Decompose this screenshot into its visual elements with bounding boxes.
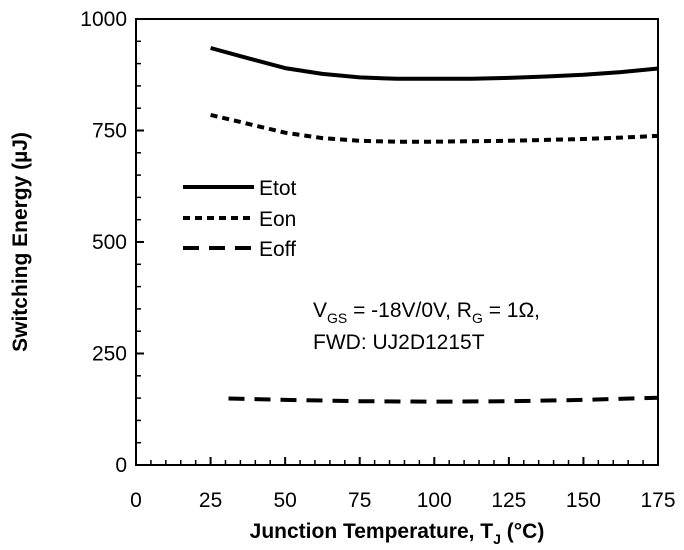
- y-tick-label: 1000: [80, 8, 127, 31]
- plot-frame: [135, 18, 659, 466]
- x-axis-title: Junction Temperature, TJ (°C): [250, 520, 545, 547]
- y-tick-label: 500: [92, 231, 127, 254]
- y-tick-label: 750: [92, 120, 127, 143]
- annotation-line-1: VGS = -18V/0V, RG = 1Ω,: [313, 299, 540, 326]
- legend-label-eon: Eon: [259, 208, 296, 231]
- x-tick-label: 0: [130, 489, 142, 512]
- series-line-eoff: [228, 395, 659, 404]
- legend: Etot Eon Eoff: [183, 177, 297, 261]
- x-tick-label: 125: [491, 489, 526, 512]
- x-tick-label: 50: [273, 489, 296, 512]
- y-axis-title: Switching Energy (µJ): [9, 132, 32, 352]
- annotation-line-2: FWD: UJ2D1215T: [313, 331, 485, 354]
- y-axis-ticks: 0 250 500 750 1000: [80, 8, 144, 477]
- series-layer: [210, 46, 659, 404]
- series-line-etot: [210, 46, 659, 81]
- x-tick-label: 175: [640, 489, 675, 512]
- x-tick-label: 150: [566, 489, 601, 512]
- legend-label-etot: Etot: [259, 177, 297, 200]
- y-tick-label: 0: [115, 454, 127, 477]
- x-tick-label: 25: [199, 489, 222, 512]
- y-tick-label: 250: [92, 343, 127, 366]
- x-tick-label: 100: [417, 489, 452, 512]
- legend-label-eoff: Eoff: [259, 238, 296, 261]
- x-axis-ticks: 0 25 50 75 100 125 150 175: [130, 457, 676, 512]
- x-minor-ticks: [150, 460, 644, 465]
- x-tick-label: 75: [348, 489, 371, 512]
- series-line-eon: [210, 112, 659, 144]
